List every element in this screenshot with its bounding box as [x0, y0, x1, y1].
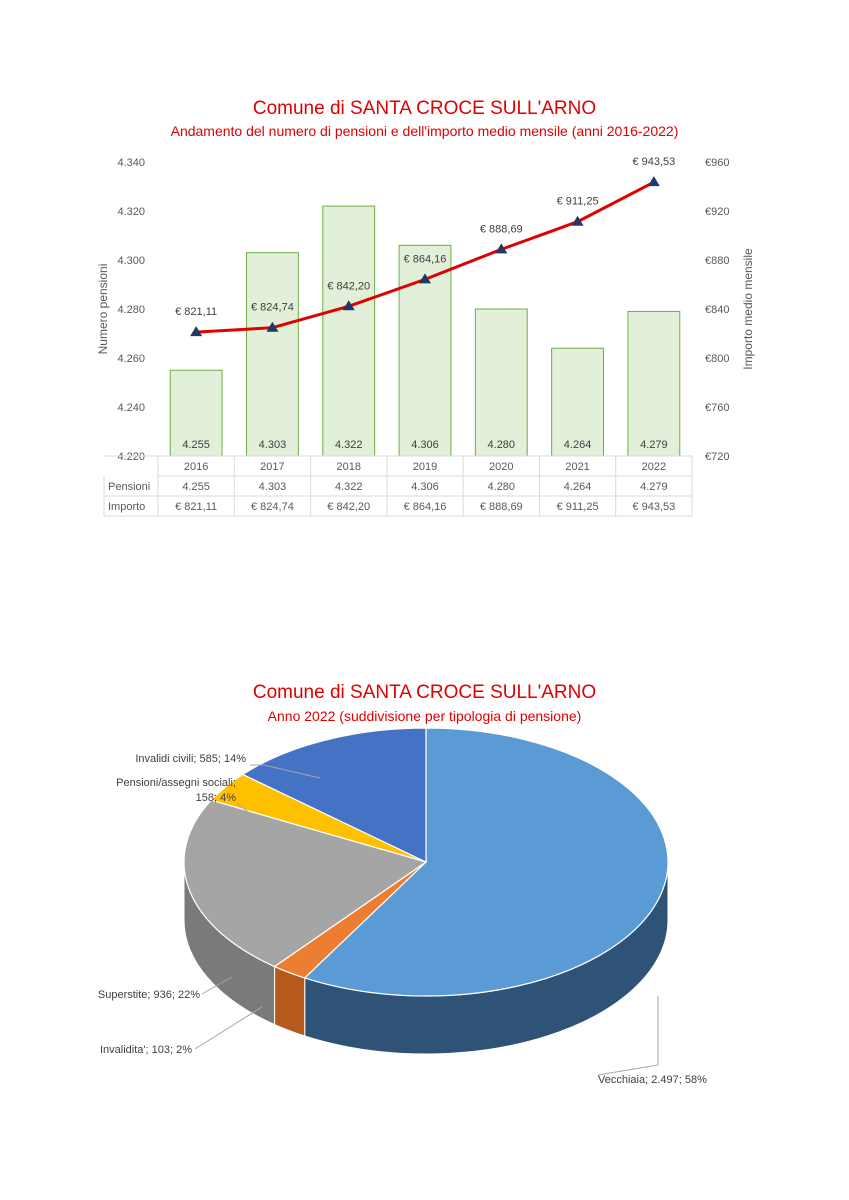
pie-slice — [303, 727, 669, 997]
y-right-tick-label: €800 — [705, 353, 729, 365]
line-data-label: € 824,74 — [251, 302, 294, 314]
bar-data-label: 4.306 — [411, 439, 439, 451]
leader-line — [250, 764, 321, 779]
line-marker — [495, 243, 508, 254]
table-cell: 4.306 — [411, 481, 439, 493]
table-cell: € 888,69 — [480, 501, 523, 513]
pie-slice — [241, 727, 427, 863]
line-data-label: € 888,69 — [480, 223, 523, 235]
line-data-label: € 821,11 — [175, 306, 217, 318]
x-tick-label: 2020 — [489, 461, 513, 473]
line-data-label: € 943,53 — [632, 156, 675, 168]
y-right-axis-title: Importo medio mensile — [741, 248, 755, 370]
leader-line — [194, 1006, 263, 1050]
table-cell: 4.279 — [640, 481, 668, 493]
table-cell: € 911,25 — [557, 501, 599, 513]
pie-slice-side — [274, 965, 306, 1037]
y-right-tick-label: €920 — [705, 206, 729, 218]
y-tick-label: 4.260 — [117, 353, 145, 365]
pie-data-label: 158; 4% — [196, 792, 237, 804]
y-right-tick-label: €880 — [705, 255, 729, 267]
y-tick-label: 4.340 — [117, 157, 145, 169]
y-right-tick-label: €720 — [705, 451, 729, 463]
leader-line — [597, 996, 659, 1076]
line-marker — [190, 326, 203, 337]
line-marker — [419, 273, 431, 284]
x-tick-label: 2016 — [184, 461, 208, 473]
bar — [169, 369, 223, 457]
y-tick-label: 4.220 — [117, 451, 145, 463]
pie-slice — [183, 799, 428, 968]
chart2-title: Comune di SANTA CROCE SULL'ARNO — [252, 682, 597, 703]
bar — [627, 310, 681, 457]
line-data-label: € 911,25 — [557, 196, 599, 208]
line-marker — [342, 300, 355, 311]
y-tick-label: 4.280 — [117, 304, 145, 316]
y-tick-label: 4.240 — [117, 402, 145, 414]
bar — [551, 347, 605, 457]
bar — [474, 308, 528, 457]
bar-data-label: 4.279 — [640, 439, 668, 451]
pie-data-label: Superstite; 936; 22% — [98, 989, 200, 1001]
pie-data-label: Invalidita'; 103; 2% — [100, 1044, 192, 1056]
pensions-combo-chart: 4.220 4.240 4.260 4.280 4.300 4.320 4.340 €720 €… — [96, 156, 755, 517]
table-cell: € 824,74 — [251, 501, 294, 513]
y-tick-label: 4.320 — [117, 206, 145, 218]
table-cell: € 842,20 — [327, 501, 370, 513]
line-marker — [266, 321, 279, 332]
chart1-subtitle: Andamento del numero di pensioni e dell'… — [170, 123, 679, 139]
table-cell: € 943,53 — [632, 501, 675, 513]
bar-data-label: 4.322 — [335, 439, 363, 451]
line-data-label: € 842,20 — [327, 280, 370, 292]
table-cell: 4.322 — [335, 481, 363, 493]
y-right-tick-label: €760 — [705, 402, 729, 414]
pie-data-label: Invalidi civili; 585; 14% — [135, 753, 246, 765]
table-row-label: Importo — [108, 501, 145, 513]
bar-data-label: 4.264 — [564, 439, 592, 451]
table-row-label: Pensioni — [108, 481, 150, 493]
line-data-label: € 864,16 — [404, 253, 447, 265]
table-cell: € 821,11 — [175, 501, 217, 513]
pie-slice-side — [304, 861, 669, 1055]
x-tick-label: 2021 — [565, 461, 589, 473]
x-tick-label: 2019 — [413, 461, 437, 473]
pie-slice — [210, 773, 427, 863]
pie-slice — [273, 861, 427, 979]
leader-line — [237, 803, 257, 819]
table-cell: 4.303 — [259, 481, 287, 493]
x-tick-label: 2018 — [336, 461, 360, 473]
line-marker — [571, 215, 584, 226]
x-tick-label: 2017 — [260, 461, 284, 473]
table-cell: 4.280 — [488, 481, 516, 493]
y-tick-label: 4.300 — [117, 255, 145, 267]
bar — [322, 205, 376, 457]
y-right-tick-label: €840 — [705, 304, 729, 316]
table-cell: € 864,16 — [404, 501, 447, 513]
chart1-title: Comune di SANTA CROCE SULL'ARNO — [252, 98, 597, 119]
y-axis-title: Numero pensioni — [96, 264, 110, 355]
bar-data-label: 4.255 — [182, 439, 210, 451]
table-cell: 4.264 — [564, 481, 592, 493]
pie-slice-side — [183, 861, 276, 1026]
leader-line — [201, 976, 233, 995]
x-tick-label: 2022 — [642, 461, 666, 473]
chart2-subtitle: Anno 2022 (suddivisione per tipologia di… — [267, 708, 582, 724]
bar-data-label: 4.280 — [488, 439, 516, 451]
bar — [245, 252, 299, 457]
pie-data-label: Vecchiaia; 2.497; 58% — [598, 1074, 707, 1086]
bar-data-label: 4.303 — [259, 439, 287, 451]
pie-data-label: Pensioni/assegni sociali; — [116, 777, 236, 789]
table-cell: 4.255 — [182, 481, 210, 493]
line-marker — [647, 176, 660, 187]
y-right-tick-label: €960 — [705, 157, 729, 169]
